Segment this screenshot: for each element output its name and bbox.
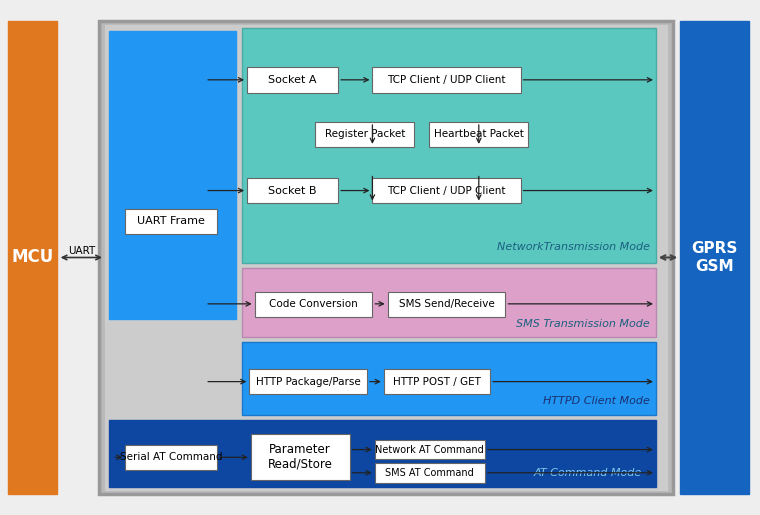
Bar [242, 342, 656, 415]
Text: TCP Client / UDP Client: TCP Client / UDP Client [388, 185, 505, 196]
Bar [242, 268, 656, 337]
Bar [429, 122, 528, 147]
Bar [125, 209, 217, 234]
Bar [384, 369, 490, 394]
Bar [109, 31, 236, 319]
Bar [315, 122, 414, 147]
Text: NetworkTransmission Mode: NetworkTransmission Mode [497, 242, 650, 252]
Text: SMS AT Command: SMS AT Command [385, 468, 474, 478]
Text: Socket B: Socket B [268, 185, 317, 196]
Bar [99, 21, 673, 494]
Bar [105, 25, 667, 490]
Bar [242, 28, 656, 263]
Bar [372, 67, 521, 93]
Text: Parameter
Read/Store: Parameter Read/Store [268, 443, 333, 471]
Bar [680, 21, 749, 494]
Bar [8, 21, 57, 494]
Bar [109, 420, 656, 487]
Text: Heartbeat Packet: Heartbeat Packet [434, 129, 524, 140]
Text: Code Conversion: Code Conversion [269, 299, 358, 310]
Bar [249, 369, 367, 394]
Text: HTTP POST / GET: HTTP POST / GET [393, 376, 481, 387]
Bar [255, 292, 372, 317]
Text: UART Frame: UART Frame [137, 216, 205, 227]
Text: UART: UART [68, 246, 95, 256]
Text: Socket A: Socket A [268, 75, 317, 85]
Text: Network AT Command: Network AT Command [375, 444, 484, 455]
Bar [125, 445, 217, 470]
Bar [372, 178, 521, 203]
Text: AT Command Mode: AT Command Mode [534, 468, 642, 478]
Text: TCP Client / UDP Client: TCP Client / UDP Client [388, 75, 505, 85]
Text: SMS Transmission Mode: SMS Transmission Mode [516, 319, 650, 329]
Text: MCU: MCU [11, 249, 53, 266]
Text: Register Packet: Register Packet [325, 129, 405, 140]
Text: SMS Send/Receive: SMS Send/Receive [399, 299, 494, 310]
Text: GPRS
GSM: GPRS GSM [691, 242, 738, 273]
Bar [247, 67, 338, 93]
Bar [247, 178, 338, 203]
Bar [375, 440, 485, 459]
Text: HTTPD Client Mode: HTTPD Client Mode [543, 397, 650, 406]
Bar [251, 434, 350, 480]
Text: Serial AT Command: Serial AT Command [120, 452, 222, 462]
Text: HTTP Package/Parse: HTTP Package/Parse [256, 376, 360, 387]
Bar [388, 292, 505, 317]
Bar [375, 463, 485, 483]
